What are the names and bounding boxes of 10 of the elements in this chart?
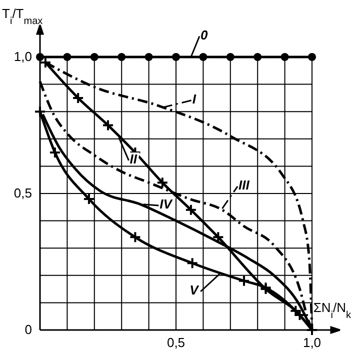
- y-tick-label: 0: [24, 322, 32, 338]
- series-label: 0: [200, 27, 208, 42]
- series-label: V: [190, 282, 200, 298]
- y-tick-label: 0,5: [14, 186, 32, 201]
- series-label: III: [238, 177, 250, 192]
- y-axis-title: T$_{i}$/T$_{max}$: [2, 6, 43, 26]
- y-tick-label: 1,0: [14, 49, 32, 64]
- legend-label: I: [192, 91, 196, 106]
- x-axis-title: ΣN$_{i}$/N$_{k}$: [313, 300, 352, 320]
- legend-label: IV: [160, 196, 174, 212]
